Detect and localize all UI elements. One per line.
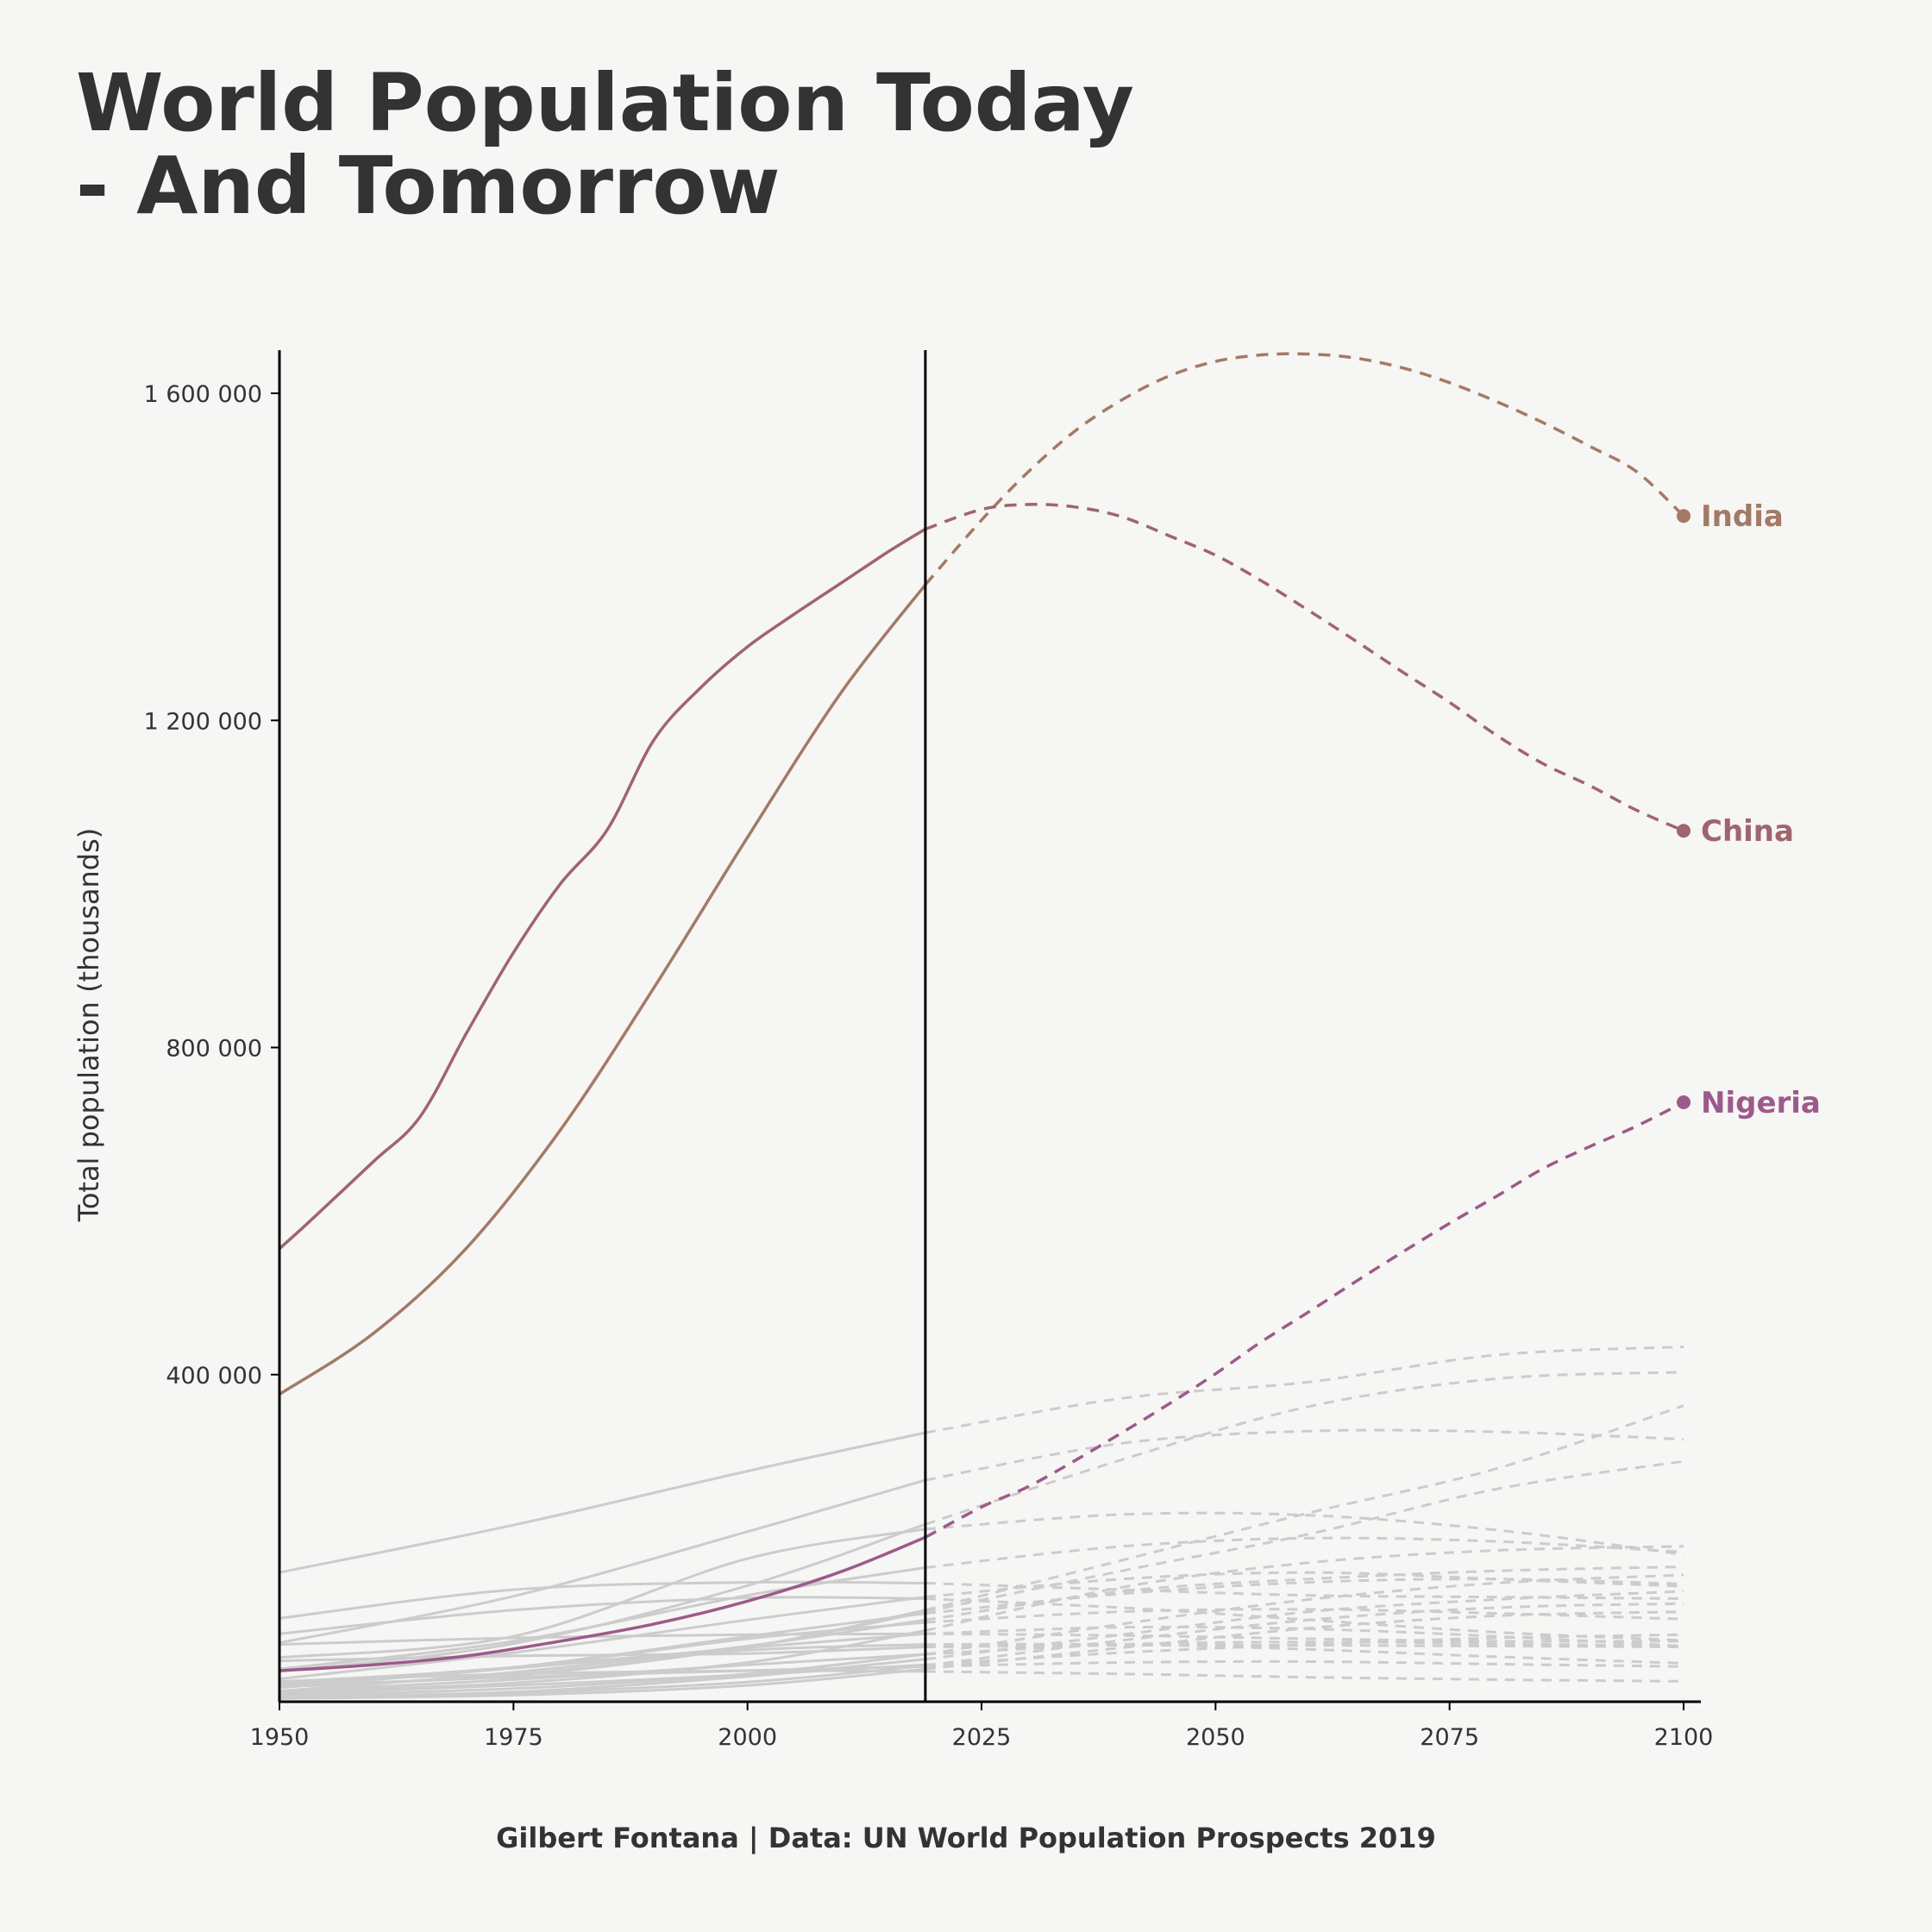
- other-country-projection: [925, 1608, 1684, 1624]
- other-country-projection: [925, 1459, 1684, 1614]
- other-country-projection: [925, 1573, 1684, 1656]
- x-tick-label: 1950: [250, 1724, 310, 1751]
- other-country-line: [279, 1646, 925, 1663]
- other-country-line: [279, 1431, 926, 1574]
- other-country-line: [279, 1653, 926, 1697]
- other-country-projection: [925, 1610, 1684, 1671]
- chart-title: World Population Today - And Tomorrow: [76, 62, 1134, 228]
- y-tick-label: 1 600 000: [144, 381, 262, 408]
- other-country-projection: [925, 1590, 1684, 1661]
- other-country-projection: [925, 1670, 1684, 1683]
- country-labels: India China Nigeria: [1677, 499, 1821, 1120]
- highlight-countries-layer: [278, 352, 1685, 1672]
- other-country-projection: [925, 1545, 1684, 1632]
- y-tick-label: 1 200 000: [144, 708, 262, 735]
- title-line-1: World Population Today: [76, 57, 1134, 149]
- other-country-projection: [925, 1632, 1684, 1643]
- axes: 1950 1975 2000 2025 2050 2075 2100 400 000 800 0…: [144, 350, 1714, 1751]
- other-country-projection: [925, 1536, 1684, 1569]
- x-tick-label: 2100: [1654, 1724, 1714, 1751]
- other-country-line: [279, 1667, 926, 1700]
- china-projection-line: [925, 503, 1684, 832]
- other-country-projection: [925, 1582, 1684, 1600]
- other-countries-layer: [279, 1346, 1684, 1700]
- other-country-line: [279, 1596, 925, 1635]
- other-country-projection: [925, 1633, 1684, 1666]
- other-country-projection: [925, 1578, 1684, 1615]
- india-end-point: [1677, 509, 1690, 524]
- other-country-line: [279, 1643, 925, 1690]
- x-tick-label: 1975: [484, 1724, 543, 1751]
- india-historical-line: [279, 583, 927, 1396]
- other-country-line: [279, 1632, 925, 1647]
- other-country-projection: [925, 1371, 1684, 1526]
- other-country-line: [279, 1669, 925, 1683]
- other-country-line: [279, 1580, 925, 1620]
- x-tick-label: 2000: [718, 1724, 777, 1751]
- china-end-point: [1677, 824, 1690, 838]
- other-country-line: [279, 1596, 926, 1680]
- y-axis-title: Total population (thousands): [72, 828, 105, 1223]
- india-label: India: [1701, 499, 1784, 534]
- x-tick-label: 2025: [952, 1724, 1012, 1751]
- other-country-line: [279, 1664, 926, 1699]
- x-tick-label: 2075: [1420, 1724, 1479, 1751]
- other-country-projection: [925, 1428, 1684, 1482]
- other-country-projection: [925, 1346, 1684, 1434]
- other-country-projection: [925, 1511, 1684, 1556]
- y-tick-label: 800 000: [166, 1036, 262, 1063]
- other-country-line: [279, 1527, 926, 1659]
- other-country-projection: [925, 1571, 1684, 1599]
- nigeria-historical-line: [279, 1535, 926, 1672]
- y-tick-label: 400 000: [166, 1363, 262, 1389]
- other-country-projection: [925, 1642, 1684, 1665]
- source-caption: Gilbert Fontana | Data: UN World Populat…: [496, 1822, 1436, 1854]
- china-label: China: [1701, 814, 1794, 849]
- x-tick-label: 2050: [1186, 1724, 1245, 1751]
- china-historical-line: [278, 527, 926, 1250]
- other-country-projection: [925, 1659, 1684, 1668]
- title-line-2: - And Tomorrow: [76, 140, 781, 232]
- other-country-projection: [925, 1565, 1684, 1622]
- other-country-projection: [925, 1602, 1684, 1667]
- nigeria-projection-line: [925, 1101, 1684, 1539]
- nigeria-label: Nigeria: [1701, 1086, 1821, 1120]
- india-projection-line: [924, 352, 1685, 586]
- other-country-projection: [925, 1404, 1684, 1612]
- other-country-line: [279, 1618, 926, 1693]
- nigeria-end-point: [1677, 1095, 1690, 1110]
- other-country-projection: [925, 1640, 1684, 1656]
